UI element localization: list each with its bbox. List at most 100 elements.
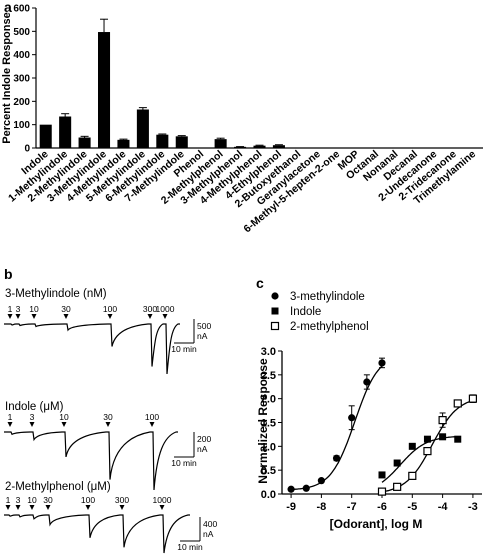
dose-label: 100: [145, 412, 159, 422]
bar-chart-bars: [39, 18, 285, 148]
dose-label: 30: [103, 412, 113, 422]
dose-arrow: [63, 314, 69, 319]
dose-response-x-label: [Odorant], log M: [330, 517, 423, 531]
bar: [234, 146, 247, 148]
x-tick-label: -3: [468, 501, 478, 513]
bar: [39, 124, 52, 148]
current-trace: [4, 323, 180, 375]
scale-bar-unit: nA: [197, 331, 208, 341]
data-point: [423, 447, 432, 456]
bar-chart-axes: 0 100 200 300 400 500 600: [13, 4, 483, 155]
dose-label: 10: [27, 495, 37, 505]
y-tick-label: 0.5: [261, 465, 276, 477]
dose-arrow: [15, 505, 21, 510]
bar: [214, 139, 227, 148]
scale-bar-time: 10 min: [177, 542, 203, 552]
legend-marker: [271, 292, 279, 300]
bar-chart-category-labels: Indole1-Methylindole2-Methylindole3-Meth…: [6, 148, 478, 235]
data-point: [408, 442, 416, 450]
data-point: [378, 471, 386, 479]
dose-label: 300: [115, 495, 129, 505]
dose-arrow: [107, 314, 113, 319]
dose-arrow: [105, 422, 111, 427]
bar: [136, 109, 149, 148]
dose-label: 10: [29, 304, 39, 314]
dose-arrow: [31, 314, 37, 319]
bar: [253, 145, 266, 148]
bar: [59, 116, 72, 148]
data-point: [378, 359, 386, 367]
data-point: [468, 394, 478, 403]
dose-arrow: [7, 314, 13, 319]
y-tick-label: 0: [24, 144, 30, 155]
legend-label: Indole: [290, 306, 321, 318]
dose-label: 300: [143, 304, 157, 314]
scale-bar-value: 200: [197, 434, 211, 444]
dose-label: 1: [8, 304, 13, 314]
data-point: [317, 477, 325, 485]
traces-panel: 3-Methylindole (nM)1 3 10 30 100 3001000500nA…: [4, 288, 217, 554]
y-tick-label: 400: [13, 50, 30, 61]
dose-response-points: [287, 357, 478, 496]
dose-arrow: [61, 422, 67, 427]
dose-label: 100: [81, 495, 95, 505]
dose-label: 3: [16, 495, 21, 505]
dose-label: 1: [8, 412, 13, 422]
dose-response-panel: 0.0 0.5 1.0 1.5 2.0 2.5 3.0 -9 -8 -7 -6 -5 -4 -3 3-me…: [256, 291, 482, 531]
dose-label: 3: [30, 412, 35, 422]
dose-label: 1000: [153, 495, 172, 505]
y-tick-label: 3.0: [261, 346, 276, 358]
legend-marker: [270, 321, 280, 331]
data-point: [377, 487, 387, 496]
x-tick-label: -7: [347, 501, 357, 513]
trace-label: Indole (μM): [5, 401, 64, 413]
dose-arrow: [147, 314, 153, 319]
x-tick-label: -9: [286, 501, 296, 513]
scale-bar-value: 500: [197, 321, 211, 331]
data-point: [438, 416, 447, 425]
y-tick-label: 2.0: [261, 394, 276, 406]
legend-label: 3-methylindole: [290, 291, 365, 303]
y-tick-label: 1.0: [261, 441, 276, 453]
panel-b-letter: b: [4, 266, 13, 282]
scale-bar-value: 400: [203, 519, 217, 529]
dose-arrow: [29, 505, 35, 510]
y-tick-label: 0.0: [261, 489, 276, 501]
bar: [272, 145, 285, 148]
y-tick-label: 500: [13, 27, 30, 38]
bar-chart-y-label: Percent Indole Response: [1, 12, 13, 143]
data-point: [332, 454, 341, 462]
dose-response-y-label: Normalized Response: [256, 358, 270, 484]
dose-arrow: [15, 314, 21, 319]
y-tick-label: 300: [13, 74, 30, 85]
dose-arrow: [149, 422, 155, 427]
fit-curve: [381, 435, 458, 483]
y-tick-label: 1.5: [261, 418, 276, 430]
panel-c-letter: c: [256, 275, 264, 291]
dose-arrow: [7, 422, 13, 427]
data-point: [363, 378, 371, 386]
legend-marker: [271, 307, 279, 315]
dose-response-legend: 3-methylindole Indole 2-methylphenol: [270, 291, 369, 333]
dose-arrow: [45, 505, 51, 510]
data-point: [439, 433, 447, 441]
data-point: [302, 484, 310, 492]
data-point: [287, 485, 295, 493]
dose-arrow: [85, 505, 91, 510]
dose-arrow: [162, 314, 168, 319]
scale-bar-time: 10 min: [171, 344, 197, 354]
bar-chart-panel: 0 100 200 300 400 500 600 Indole1-Methylindole…: [1, 4, 483, 235]
current-trace: [4, 431, 178, 491]
dose-label: 30: [61, 304, 71, 314]
dose-label: 1000: [156, 304, 175, 314]
x-tick-label: -8: [317, 501, 327, 513]
current-trace: [4, 514, 190, 554]
bar: [97, 32, 111, 148]
trace-label: 3-Methylindole (nM): [5, 288, 107, 300]
data-point: [454, 435, 462, 443]
legend-label: 2-methylphenol: [290, 321, 369, 333]
data-point: [393, 459, 401, 467]
y-tick-label: 100: [13, 120, 30, 131]
y-tick-label: 2.5: [261, 370, 276, 382]
